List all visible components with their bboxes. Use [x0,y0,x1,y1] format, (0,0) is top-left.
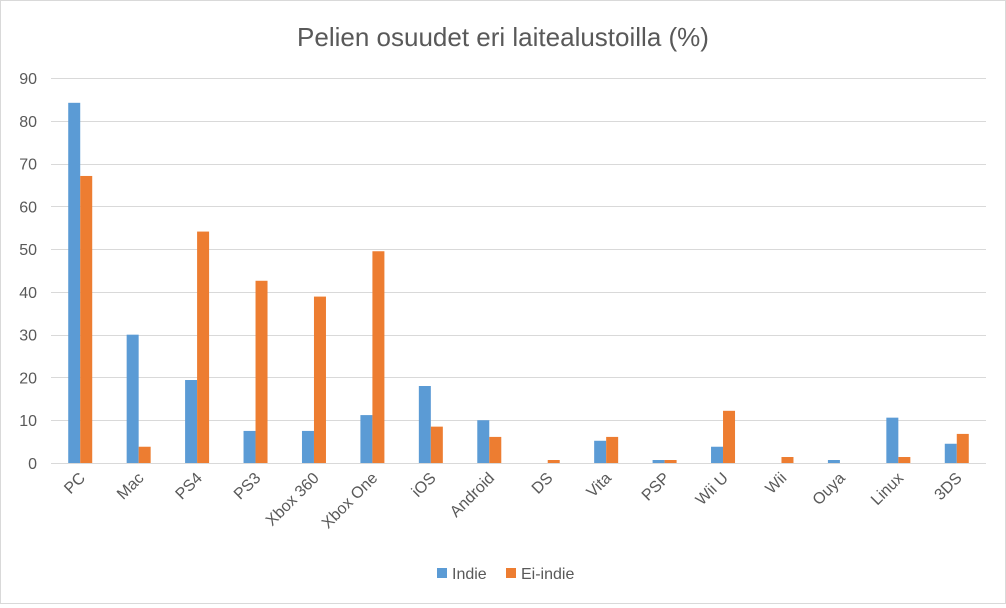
bar-ei-indie-linux [898,457,911,463]
x-tick-label: Xbox One [319,470,381,532]
bar-ei-indie-ios [430,426,443,463]
bar-ei-indie-ds [547,460,560,463]
bar-ei-indie-3ds [956,433,969,463]
bar-ei-indie-xbox-360 [313,296,326,463]
legend-swatch-indie [437,568,447,578]
legend-label-ei-indie: Ei-indie [521,566,574,583]
x-tick-label: Ouya [810,470,849,509]
x-tick-label: iOS [409,470,440,501]
bar-ei-indie-pc [80,175,93,463]
x-tick-label: PS4 [173,470,206,503]
bar-indie-pc [68,102,81,463]
x-tick-label: Mac [114,470,147,503]
x-tick-label: PS3 [231,470,264,503]
legend-swatch-ei-indie [506,568,516,578]
bar-indie-ouya [827,460,840,463]
x-tick-label: PSP [639,470,674,505]
bars [68,102,969,463]
bar-ei-indie-android [489,436,502,463]
bar-ei-indie-mac [138,446,151,463]
y-tick-label: 20 [19,370,37,387]
bar-indie-ps3 [243,430,256,463]
bar-indie-mac [126,334,139,463]
bar-indie-xbox-360 [301,430,314,463]
bar-ei-indie-xbox-one [372,251,385,463]
bar-ei-indie-vita [606,436,619,463]
x-tick-label: 3DS [932,470,966,504]
bar-indie-linux [886,417,899,463]
bar-ei-indie-psp [664,460,677,463]
y-tick-label: 80 [19,114,37,131]
bar-indie-ps4 [185,380,198,463]
bar-indie-vita [594,440,607,463]
y-tick-label: 10 [19,413,37,430]
x-tick-label: Wii [763,470,791,498]
bar-ei-indie-ps3 [255,280,268,463]
y-tick-label: 50 [19,242,37,259]
bar-ei-indie-ps4 [197,231,210,463]
y-tick-label: 90 [19,71,37,88]
legend: Indie Ei-indie [437,566,574,583]
legend-label-indie: Indie [452,566,487,583]
x-tick-label: Wii U [693,470,732,509]
bar-ei-indie-wii [781,457,794,463]
bar-indie-3ds [944,443,957,463]
y-tick-label: 30 [19,328,37,345]
bar-indie-android [477,420,490,463]
y-tick-label: 70 [19,157,37,174]
chart-title: Pelien osuudet eri laitealustoilla (%) [297,22,709,52]
x-tick-label: Android [447,470,498,521]
bar-indie-wii-u [711,446,724,463]
bar-indie-psp [652,460,665,463]
x-tick-label: Linux [868,470,907,509]
x-tick-label: DS [529,470,557,498]
bar-indie-xbox-one [360,415,373,463]
bar-indie-ios [418,386,431,463]
y-axis-ticks: 0 10 20 30 40 50 60 70 80 90 [19,71,37,473]
y-tick-label: 40 [19,285,37,302]
x-tick-label: Xbox 360 [263,470,323,530]
bar-ei-indie-wii-u [723,410,736,463]
y-tick-label: 0 [28,456,37,473]
x-tick-label: PC [61,470,89,498]
y-tick-label: 60 [19,199,37,216]
x-tick-label: Vita [584,470,615,501]
